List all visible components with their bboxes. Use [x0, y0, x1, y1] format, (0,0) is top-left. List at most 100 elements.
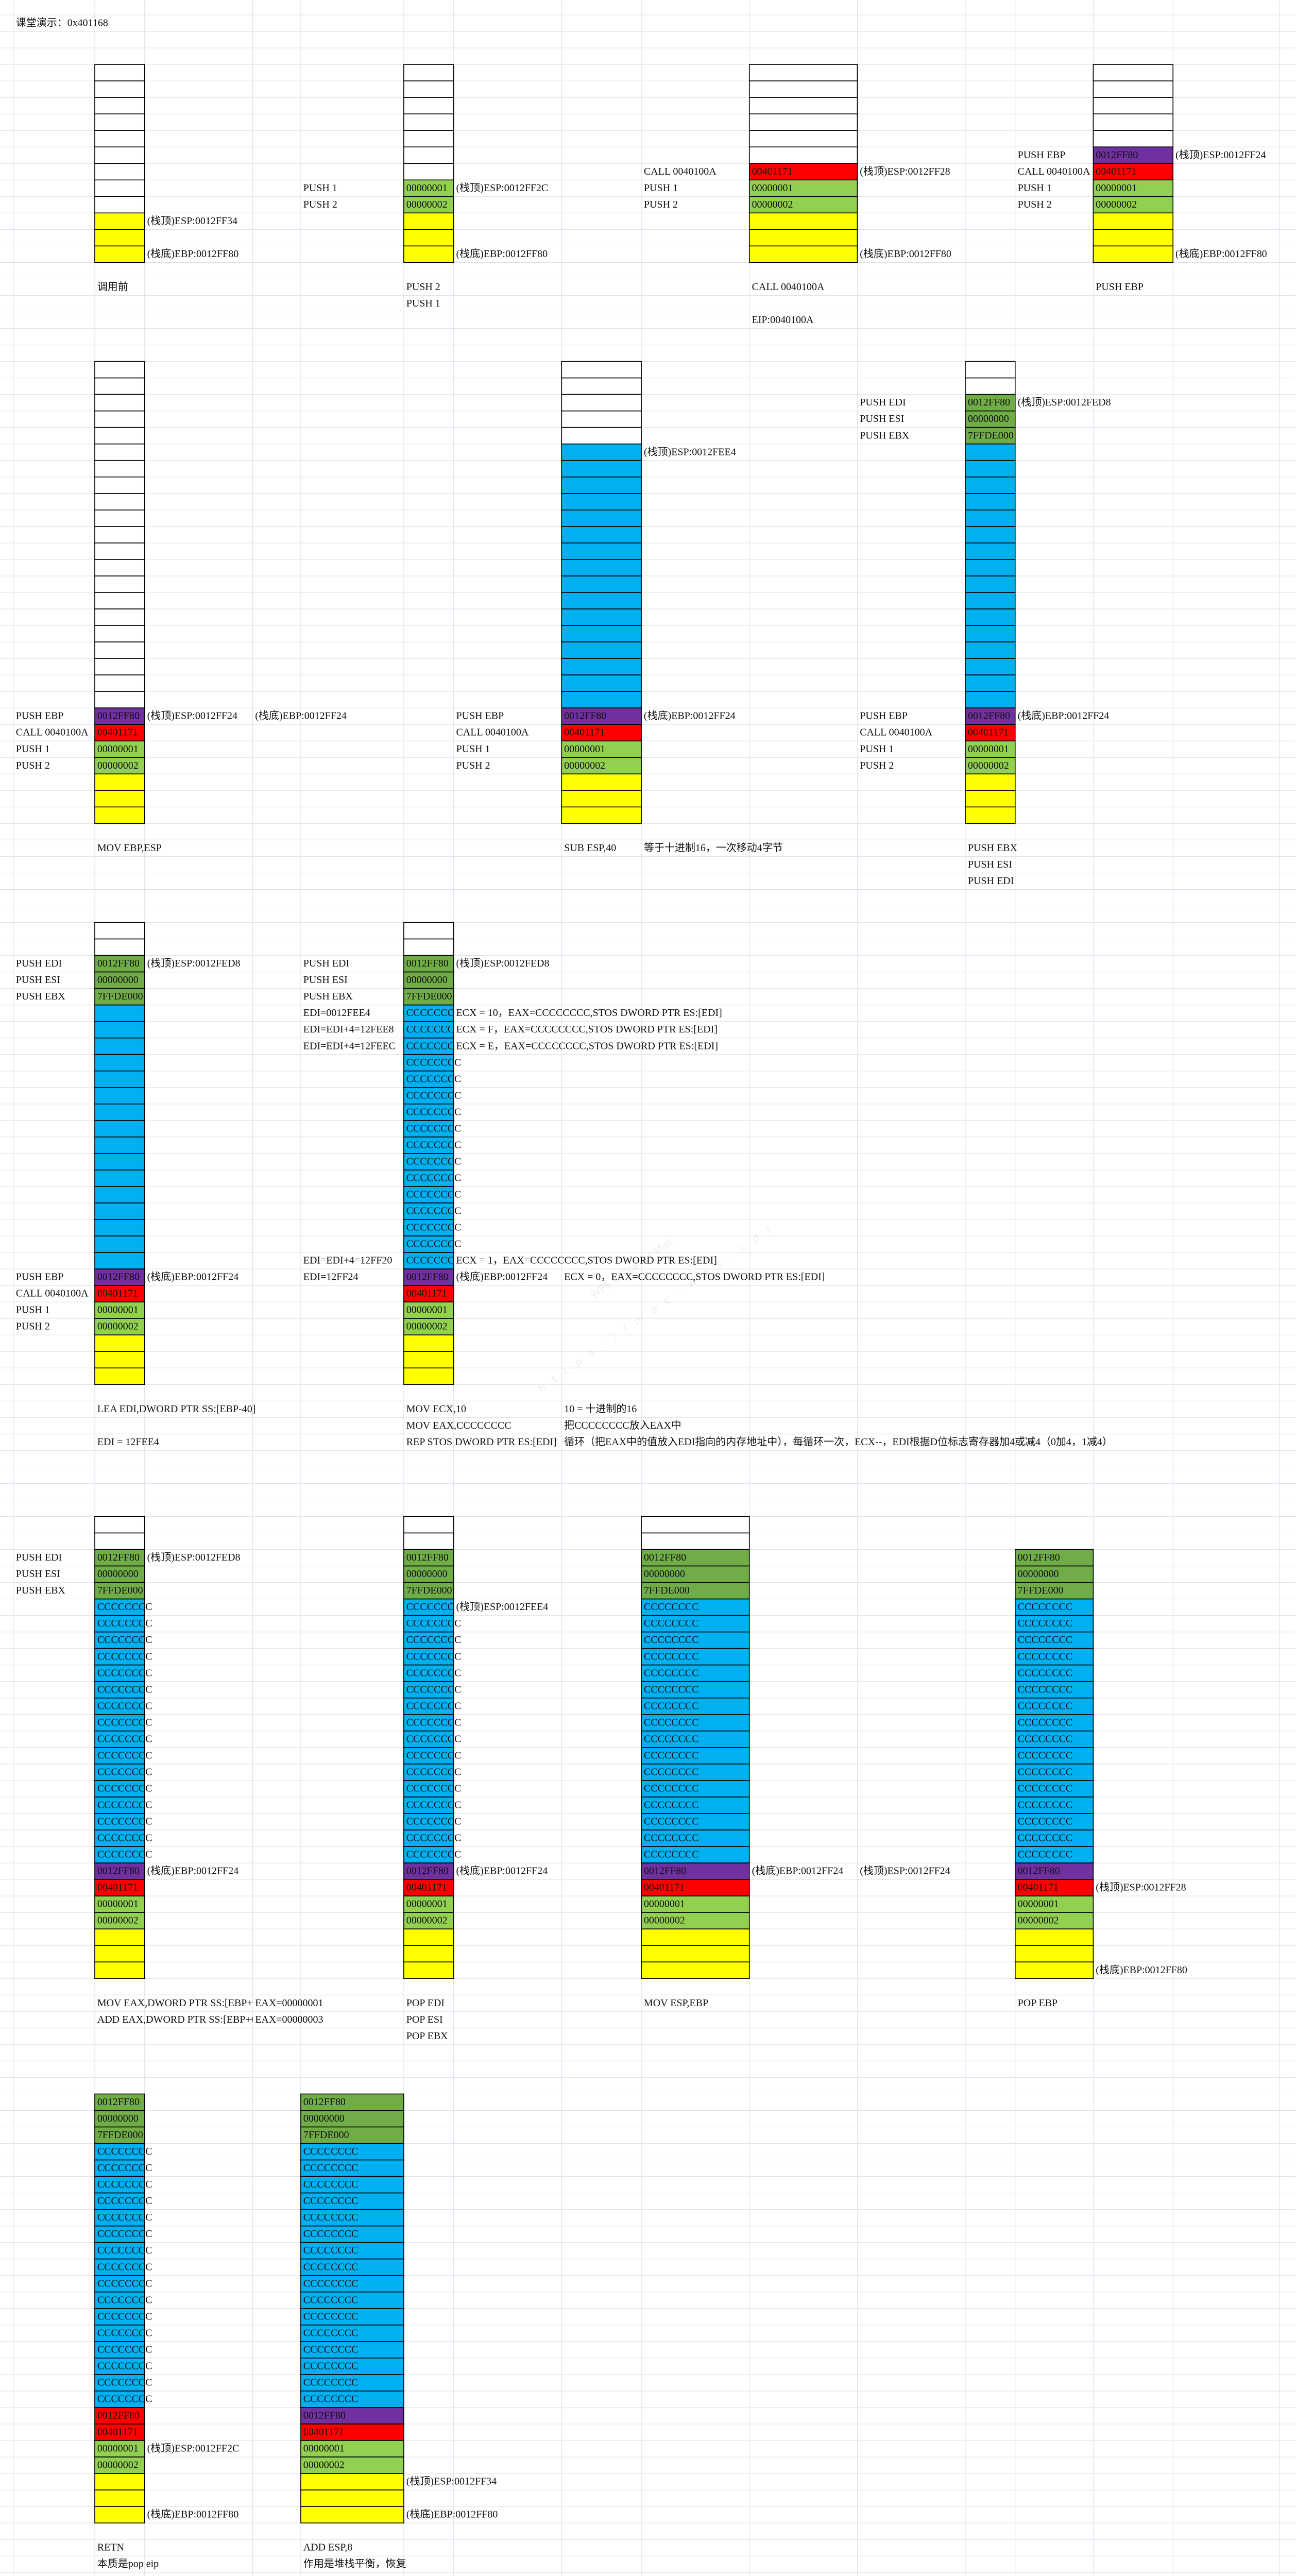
stack-cell-text-box: CCCCCCCC [406, 1833, 462, 1844]
stack-cell [403, 1268, 454, 1286]
note-text: (栈顶)ESP:0012FF24 [860, 1865, 950, 1877]
note-text: PUSH EDI [16, 958, 62, 969]
stack-cell-text: CCCCCCCC [406, 1024, 462, 1035]
stack-cell [94, 2456, 145, 2474]
stack-cell [94, 1797, 145, 1814]
note-text-box: SUB ESP,40 [564, 842, 616, 854]
stack-cell [1014, 1714, 1094, 1732]
stack-cell-text-box: 00000001 [564, 743, 605, 755]
stack-cell [94, 1648, 145, 1666]
stack-cell [403, 1945, 454, 1963]
stack-cell-text-box: CCCCCCCC [406, 1156, 462, 1167]
stack-cell [94, 1252, 145, 1269]
note-text: POP EDI [406, 1997, 445, 2009]
stack-cell [561, 543, 642, 560]
stack-cell [94, 1318, 145, 1335]
stack-cell-text: 0012FF80 [97, 958, 140, 969]
note-text: (栈底)EBP:0012FF24 [147, 1865, 239, 1877]
stack-cell [403, 97, 454, 114]
stack-cell-text: CCCCCCCC [644, 1618, 699, 1629]
note-text-box: EDI=12FF24 [303, 1272, 359, 1283]
stack-cell-text-box: 00000001 [644, 1899, 685, 1910]
stack-cell [1014, 1697, 1094, 1715]
stack-cell-text: CCCCCCCC [303, 2162, 359, 2174]
stack-cell [94, 575, 145, 593]
stack-cell-text: 00000002 [97, 2460, 139, 2471]
stack-cell [1014, 1780, 1094, 1798]
stack-cell-text: CCCCCCCC [1018, 1618, 1073, 1629]
stack-cell [94, 2424, 145, 2441]
stack-cell-text-box: CCCCCCCC [406, 1040, 454, 1052]
stack-cell-text: CCCCCCCC [97, 2228, 152, 2240]
stack-cell-text-box: 00000000 [644, 1568, 685, 1580]
note-text: EIP:0040100A [752, 314, 814, 326]
note-text-box: EDI=0012FEE4 [303, 1007, 370, 1019]
note-text: PUSH EBP [16, 1272, 64, 1283]
stack-cell [94, 955, 145, 973]
note-text: SUB ESP,40 [564, 842, 616, 854]
stack-cell [94, 1879, 145, 1896]
stack-cell [403, 1070, 454, 1088]
stack-cell-text-box: 0012FF80 [644, 1552, 686, 1563]
stack-cell [1093, 163, 1173, 181]
note-text: PUSH 2 [16, 760, 50, 771]
note-text: CALL 0040100A [752, 281, 825, 293]
stack-cell [1093, 64, 1173, 81]
stack-cell-text-box: 0012FF80 [564, 710, 606, 722]
stack-cell-text: CCCCCCCC [406, 1172, 462, 1183]
note-text-box: CALL 0040100A [456, 727, 528, 738]
stack-cell-text: CCCCCCCC [303, 2195, 359, 2207]
note-text: MOV ESP,EBP [644, 1997, 708, 2009]
note-text-box: PUSH 1 [456, 743, 490, 755]
stack-cell-text-box: CCCCCCCC [97, 2377, 152, 2388]
stack-cell-text-box: CCCCCCCC [406, 1750, 462, 1761]
stack-cell [403, 938, 454, 956]
stack-cell-text-box: CCCCCCCC [97, 2294, 152, 2306]
stack-cell [300, 2424, 404, 2441]
stack-cell-text: 7FFDE000 [97, 991, 143, 1002]
stack-cell-text: 00401171 [564, 727, 605, 738]
stack-cell [94, 608, 145, 626]
stack-cell-text-box: 00000001 [406, 182, 448, 194]
note-text-box: CALL 0040100A [16, 1288, 89, 1299]
note-text-box: (栈顶)ESP:0012FF34 [406, 2476, 497, 2487]
stack-cell [94, 1731, 145, 1748]
stack-cell [94, 510, 145, 527]
stack-cell [403, 922, 454, 940]
note-text: (栈顶)ESP:0012FEE4 [456, 1601, 548, 1613]
stack-cell-text-box: 00000002 [303, 2460, 345, 2471]
stack-cell [94, 2489, 145, 2507]
stack-cell [561, 740, 642, 758]
stack-cell-text-box: 0012FF80 [303, 2096, 346, 2108]
stack-cell [94, 1780, 145, 1798]
stack-cell-text-box: CCCCCCCC [644, 1667, 699, 1679]
stack-cell-text: CCCCCCCC [406, 1849, 462, 1860]
stack-cell [94, 2242, 145, 2260]
stack-cell-text: CCCCCCCC [1018, 1733, 1073, 1744]
note-text: PUSH ESI [860, 413, 904, 425]
stack-cell [94, 196, 145, 214]
note-text-box: RETN [97, 2542, 124, 2553]
note-text-box: (栈底)EBP:0012FF24 [147, 1271, 239, 1283]
stack-cell-text: 00000001 [406, 182, 448, 194]
note-text-box: (栈底)EBP:0012FF24 [147, 1865, 239, 1877]
stack-cell-text: 0012FF80 [303, 2410, 346, 2421]
stack-cell-text: CCCCCCCC [406, 1073, 462, 1084]
stack-cell [561, 641, 642, 659]
stack-cell [641, 1961, 750, 1979]
stack-cell-text: CCCCCCCC [303, 2278, 359, 2289]
stack-cell [94, 1235, 145, 1253]
stack-cell-text: CCCCCCCC [97, 2377, 152, 2388]
note-text-box: PUSH 2 [303, 199, 337, 210]
stack-cell [1014, 1928, 1094, 1946]
stack-cell-text-box: CCCCCCCC [406, 1139, 462, 1150]
note-text: PUSH ESI [16, 974, 60, 986]
stack-cell-text-box: CCCCCCCC [303, 2327, 359, 2338]
note-text-box: POP EBP [1018, 1997, 1058, 2009]
stack-cell [403, 1681, 454, 1699]
note-text: EIP = 00401171 [97, 2575, 164, 2576]
stack-cell [403, 1664, 454, 1682]
stack-cell [1014, 1648, 1094, 1666]
stack-cell-text: CCCCCCCC [406, 1222, 462, 1233]
stack-cell-text: CCCCCCCC [1018, 1816, 1073, 1827]
